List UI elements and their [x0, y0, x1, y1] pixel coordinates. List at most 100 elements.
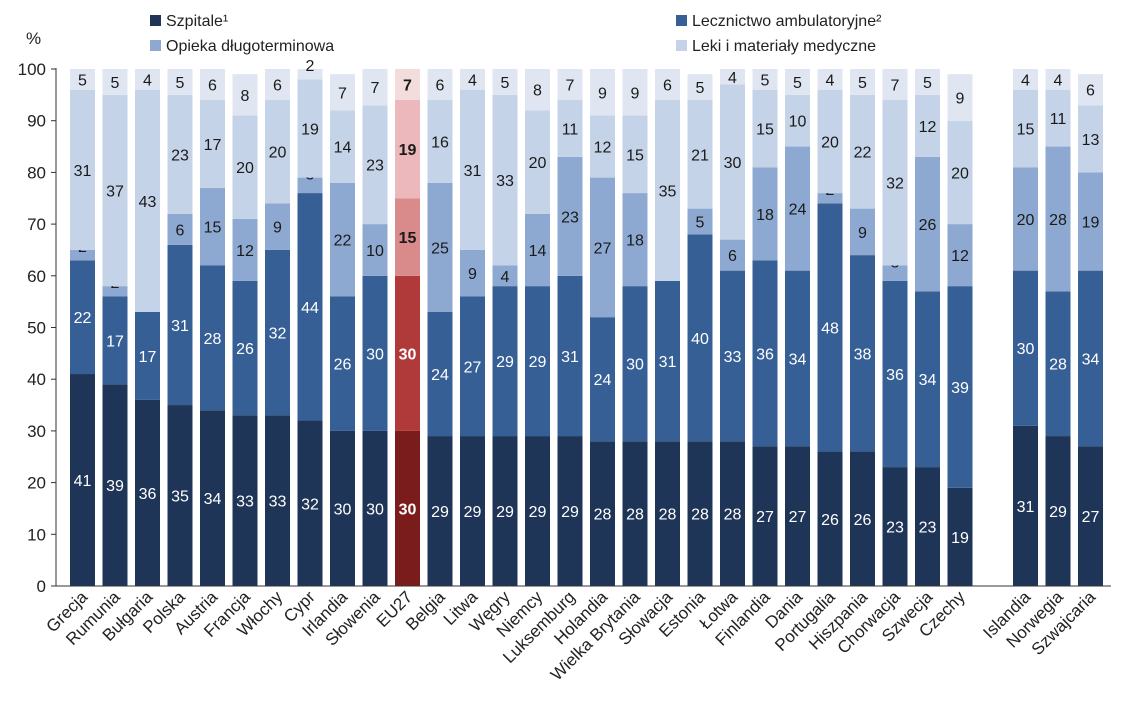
data-label: 10	[366, 243, 384, 260]
bar-segment	[915, 94, 940, 157]
data-label: 29	[431, 504, 449, 521]
data-label: 22	[334, 233, 352, 250]
bar-segment	[557, 436, 583, 586]
y-tick-label: 10	[27, 525, 46, 544]
bar-segment	[590, 441, 615, 586]
data-label: 15	[399, 230, 417, 247]
data-label: 29	[561, 504, 579, 521]
bar-segment	[232, 218, 258, 281]
bar-segment	[330, 74, 355, 111]
data-label: 9	[598, 85, 607, 102]
bar-segment	[720, 270, 745, 442]
data-label: 7	[338, 85, 347, 102]
data-label: 9	[468, 266, 477, 283]
data-label: 9	[631, 85, 640, 102]
data-label: 9	[273, 220, 282, 237]
bar-segment	[785, 446, 810, 586]
data-label: 33	[236, 494, 254, 511]
data-label: 29	[464, 504, 482, 521]
bar-stack-Niemcy: 29 29 14 20 8	[525, 69, 550, 586]
bar-segment	[135, 399, 160, 586]
data-label: 14	[334, 140, 352, 157]
data-label: 5	[923, 75, 932, 92]
legend-swatch	[676, 40, 687, 51]
data-label: 7	[891, 78, 900, 95]
bar-stack-Szwajcaria: 27 34 19 13 6	[1078, 74, 1103, 586]
bar-segment	[1045, 89, 1071, 147]
bar-stack-Austria: 34 28 15 17 6	[200, 69, 225, 586]
bar-segment	[655, 280, 680, 442]
legend-swatch	[676, 15, 687, 26]
bar-segment	[330, 296, 355, 431]
data-label: 6	[728, 248, 737, 265]
bar-stack-Belgia: 29 24 25 16 6	[427, 69, 453, 586]
data-label: 12	[951, 248, 969, 265]
data-label: 5	[176, 75, 185, 92]
bar-segment	[720, 441, 745, 586]
bar-segment	[785, 94, 810, 147]
data-label: 29	[496, 504, 514, 521]
data-label: 30	[399, 346, 417, 363]
data-label: 2	[306, 58, 315, 75]
data-label: 30	[399, 501, 417, 518]
data-label: 30	[626, 357, 644, 374]
data-label: 36	[756, 346, 774, 363]
bar-segment	[395, 430, 420, 586]
data-label: 12	[594, 140, 612, 157]
data-label: 5	[696, 215, 705, 232]
data-label: 8	[533, 83, 542, 100]
data-label: 27	[464, 359, 482, 376]
bar-segment	[655, 69, 680, 101]
bar-stack-Irlandia: 30 26 22 14 7	[330, 74, 355, 586]
data-label: 35	[659, 183, 677, 200]
data-label: 11	[562, 121, 579, 138]
bar-segment	[395, 275, 420, 431]
bar-stack-Islandia: 31 30 20 15 4	[1013, 69, 1038, 586]
bar-segment	[102, 69, 128, 95]
bar-segment	[947, 487, 973, 586]
bar-segment	[330, 182, 355, 297]
bar-segment	[655, 100, 680, 281]
bar-segment	[200, 100, 225, 188]
data-label: 21	[691, 147, 709, 164]
bar-segment	[1078, 270, 1103, 447]
bar-segment	[882, 467, 908, 586]
bar-segment	[232, 415, 258, 586]
bar-segment	[167, 94, 193, 214]
bar-stack-Polska: 35 31 6 23 5	[167, 69, 193, 586]
bar-segment	[557, 275, 583, 437]
bar-segment	[590, 317, 615, 442]
bar-segment	[167, 405, 193, 586]
data-label: 27	[1082, 509, 1100, 526]
data-label: 32	[886, 176, 904, 193]
bar-segment	[200, 410, 225, 586]
bar-segment	[427, 100, 453, 183]
bar-segment	[850, 208, 875, 256]
bar-segment	[427, 436, 453, 586]
bar-stack-Norwegia: 29 28 28 11 4	[1045, 69, 1071, 586]
bar-segment	[882, 265, 908, 281]
bar-stack-Dania: 27 34 24 10 5	[785, 69, 810, 586]
bar-segment	[1078, 172, 1103, 271]
bar-segment	[460, 69, 485, 90]
bar-segment	[330, 430, 355, 586]
bar-segment	[622, 69, 648, 116]
data-label: 27	[756, 509, 774, 526]
data-label: 36	[886, 367, 904, 384]
bar-segment	[1045, 291, 1071, 437]
data-label: 5	[793, 75, 802, 92]
bar-segment	[297, 79, 323, 178]
data-label: 4	[143, 72, 152, 89]
bar-segment	[200, 265, 225, 411]
bar-segment	[1078, 105, 1103, 173]
bar-segment	[525, 110, 550, 214]
bar-segment	[882, 280, 908, 468]
bar-segment	[200, 69, 225, 101]
data-label: 20	[951, 165, 969, 182]
data-label: 7	[403, 78, 412, 95]
bar-stack-Grecja: 41222315	[70, 69, 95, 586]
data-label: 5	[858, 75, 867, 92]
data-label: 30	[366, 346, 384, 363]
bar-segment	[492, 286, 518, 437]
data-label: 19	[1082, 215, 1100, 232]
